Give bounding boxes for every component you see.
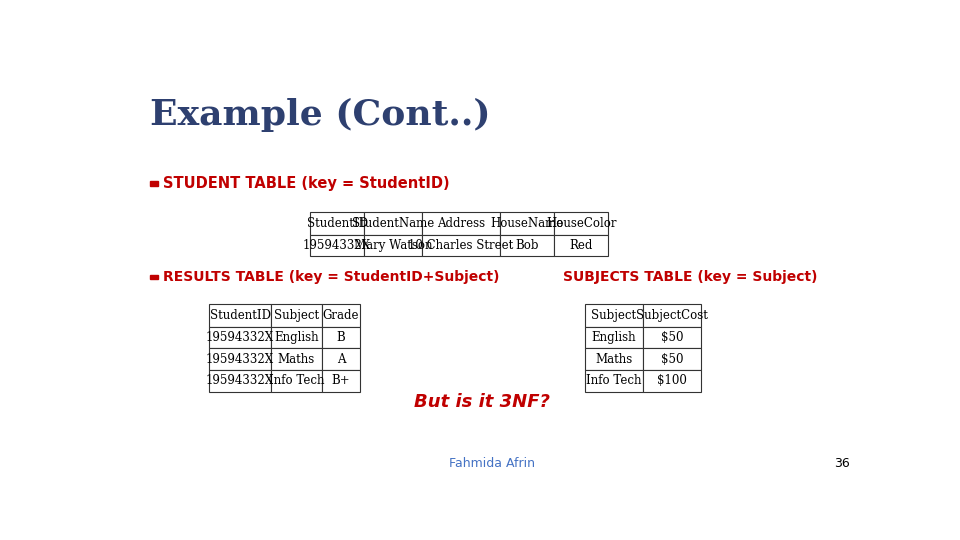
Text: But is it 3NF?: But is it 3NF?	[415, 393, 550, 410]
Bar	[322, 304, 360, 327]
Bar	[310, 212, 364, 235]
Text: $50: $50	[660, 353, 684, 366]
Text: Subject: Subject	[591, 309, 636, 322]
Text: Example (Cont..): Example (Cont..)	[150, 98, 491, 132]
Bar	[209, 327, 271, 348]
Bar	[585, 304, 643, 327]
Bar	[500, 235, 554, 256]
Bar	[554, 212, 609, 235]
Bar	[643, 304, 701, 327]
Bar	[643, 348, 701, 370]
Bar	[554, 235, 609, 256]
Bar	[209, 370, 271, 392]
Text: Mary Watson: Mary Watson	[354, 239, 432, 252]
Text: B: B	[337, 331, 346, 344]
Bar	[585, 348, 643, 370]
Text: English: English	[591, 331, 636, 344]
Text: SubjectCost: SubjectCost	[636, 309, 708, 322]
Text: HouseName: HouseName	[491, 217, 564, 231]
Text: Subject: Subject	[274, 309, 319, 322]
Text: 10 Charles Street: 10 Charles Street	[408, 239, 514, 252]
Text: 36: 36	[834, 457, 850, 470]
Text: Red: Red	[569, 239, 593, 252]
Text: Fahmida Afrin: Fahmida Afrin	[449, 457, 535, 470]
Text: B+: B+	[331, 374, 350, 387]
Text: Info Tech: Info Tech	[269, 374, 324, 387]
Bar	[364, 235, 422, 256]
Bar	[209, 348, 271, 370]
Bar	[585, 327, 643, 348]
Text: Grade: Grade	[323, 309, 359, 322]
Bar	[422, 212, 500, 235]
Text: RESULTS TABLE (key = StudentID+Subject): RESULTS TABLE (key = StudentID+Subject)	[163, 270, 499, 284]
Bar	[271, 327, 322, 348]
Bar	[310, 235, 364, 256]
Text: STUDENT TABLE (key = StudentID): STUDENT TABLE (key = StudentID)	[163, 176, 450, 191]
Bar	[271, 370, 322, 392]
Bar	[364, 212, 422, 235]
Text: StudentName: StudentName	[352, 217, 434, 231]
Bar	[322, 348, 360, 370]
Text: Address: Address	[437, 217, 485, 231]
Text: 19594332X: 19594332X	[206, 353, 275, 366]
Bar	[585, 370, 643, 392]
Bar	[500, 212, 554, 235]
Text: Maths: Maths	[595, 353, 633, 366]
Bar	[322, 370, 360, 392]
FancyBboxPatch shape	[150, 274, 158, 279]
Bar	[271, 348, 322, 370]
Text: StudentID: StudentID	[209, 309, 271, 322]
FancyBboxPatch shape	[150, 181, 158, 186]
Text: English: English	[274, 331, 319, 344]
Text: Maths: Maths	[277, 353, 315, 366]
Text: 19594332X: 19594332X	[206, 374, 275, 387]
Bar	[643, 327, 701, 348]
Text: HouseColor: HouseColor	[546, 217, 616, 231]
Text: SUBJECTS TABLE (key = Subject): SUBJECTS TABLE (key = Subject)	[563, 270, 817, 284]
Bar	[209, 304, 271, 327]
Text: 19594332X: 19594332X	[303, 239, 372, 252]
Text: A: A	[337, 353, 346, 366]
Text: Bob: Bob	[516, 239, 539, 252]
Bar	[322, 327, 360, 348]
Bar	[271, 304, 322, 327]
Text: Info Tech: Info Tech	[587, 374, 642, 387]
Text: $100: $100	[658, 374, 687, 387]
Text: $50: $50	[660, 331, 684, 344]
Bar	[643, 370, 701, 392]
Text: 19594332X: 19594332X	[206, 331, 275, 344]
Text: StudentID: StudentID	[306, 217, 368, 231]
Bar	[422, 235, 500, 256]
